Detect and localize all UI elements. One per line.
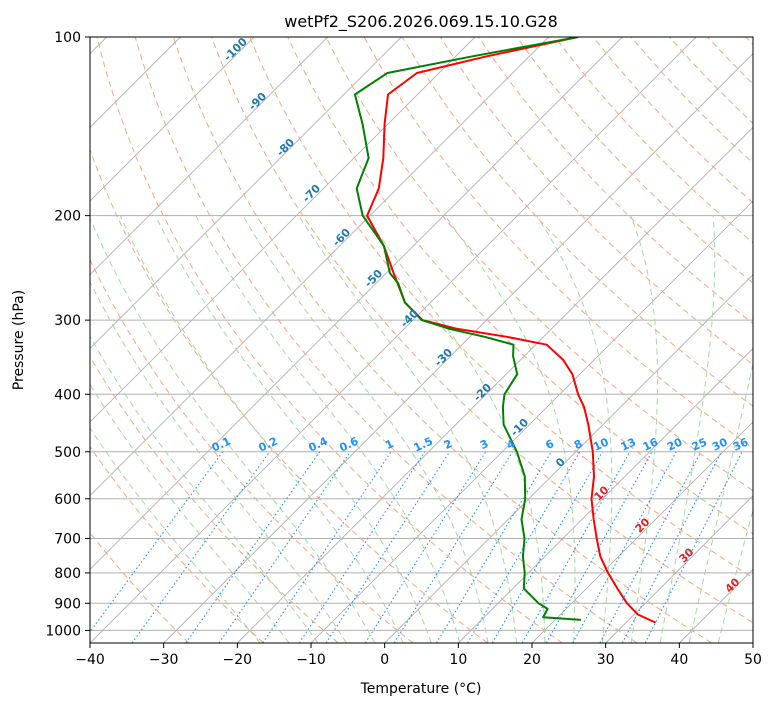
mixing-ratio-line — [82, 452, 223, 643]
dry-adiabat-label: -90 — [246, 90, 269, 113]
dry-adiabat-line — [135, 37, 637, 643]
chart-title: wetPf2_S206.2026.069.15.10.G28 — [284, 12, 558, 32]
x-tick-label: 20 — [523, 652, 541, 668]
y-tick-label: 1000 — [45, 623, 81, 639]
isotherm-line — [0, 37, 254, 643]
dry-adiabat-line — [21, 37, 413, 643]
mixing-ratio-line — [573, 452, 676, 643]
y-tick-label: 200 — [54, 209, 81, 225]
x-tick-label: 10 — [449, 652, 467, 668]
isotherm-line — [753, 37, 775, 643]
isotherm-line — [385, 37, 775, 643]
isotherm-line — [90, 37, 696, 643]
dry-adiabat-label: -30 — [432, 346, 455, 369]
mixing-ratio-label: 6 — [544, 437, 557, 452]
dry-adiabat-label: 40 — [723, 575, 743, 595]
dry-adiabat-label: 10 — [592, 483, 612, 503]
dry-adiabat-line — [97, 37, 562, 643]
y-axis-title: Pressure (hPa) — [11, 290, 27, 390]
mixing-ratio-label: 36 — [731, 435, 751, 453]
isotherm-line — [0, 37, 328, 643]
y-tick-label: 300 — [54, 313, 81, 329]
y-tick-label: 500 — [54, 445, 81, 461]
mixing-ratio-label: 20 — [665, 435, 685, 453]
mixing-ratio-line — [132, 452, 270, 643]
dry-adiabat-line — [746, 37, 775, 643]
dewpoint-line — [355, 37, 581, 620]
dry-adiabat-line — [0, 37, 264, 643]
x-tick-label: 40 — [670, 652, 688, 668]
profile-lines — [355, 37, 656, 623]
mixing-ratio-label: 3 — [478, 437, 490, 452]
x-tick-label: −20 — [223, 652, 253, 668]
moist-adiabat-line — [120, 216, 403, 643]
y-tick-label: 800 — [54, 566, 81, 582]
dry-adiabat-label: 20 — [633, 515, 653, 535]
isotherm-line — [458, 37, 775, 643]
mixing-ratio-label: 25 — [690, 435, 709, 453]
x-tick-label: 50 — [744, 652, 762, 668]
dry-adiabat-label: -60 — [330, 226, 353, 249]
x-axis: −40 −30 −20 −10 0 10 20 30 40 50 — [75, 643, 762, 668]
mixing-ratio-label: 13 — [619, 435, 638, 453]
dry-adiabat-label: -100 — [221, 35, 250, 64]
dry-adiabat-label: -40 — [398, 307, 421, 330]
isotherm-line — [16, 37, 622, 643]
dry-adiabat-line — [517, 37, 775, 643]
mixing-ratio-line — [219, 452, 350, 643]
skewt-chart: wetPf2_S206.2026.069.15.10.G28 0.1 0.2 0.4… — [0, 0, 775, 708]
mixing-ratio-line — [645, 452, 742, 643]
dry-adiabat-line — [0, 37, 189, 643]
y-tick-label: 700 — [54, 532, 81, 548]
mixing-ratio-label: 30 — [710, 435, 730, 453]
isotherm-line — [237, 37, 775, 643]
isotherm-line — [532, 37, 775, 643]
x-axis-title: Temperature (°C) — [360, 681, 482, 697]
mixing-ratio-label: 16 — [641, 435, 661, 453]
moist-adiabat-line — [196, 216, 460, 643]
y-axis: 100 200 300 400 500 600 700 800 900 1000 — [45, 30, 90, 639]
y-tick-label: 400 — [54, 387, 81, 403]
moist-adiabat-line — [11, 216, 289, 643]
y-tick-label: 100 — [54, 30, 81, 46]
x-tick-label: 30 — [597, 652, 615, 668]
moist-adiabat-line — [0, 216, 260, 643]
mixing-ratio-label: 10 — [591, 435, 611, 453]
dry-adiabat-line — [440, 37, 775, 643]
moist-adiabat-line — [718, 216, 775, 643]
background-lines — [0, 37, 775, 643]
temperature-line — [367, 37, 655, 623]
mixing-ratio-label: 2 — [442, 437, 454, 452]
dry-adiabat-label: -70 — [300, 182, 323, 205]
y-tick-label: 900 — [54, 596, 81, 612]
isotherm-line — [0, 37, 475, 643]
y-tick-label: 600 — [54, 492, 81, 508]
dry-adiabat-label: -20 — [471, 381, 494, 404]
moist-adiabat-line — [299, 216, 517, 643]
dry-adiabat-line — [59, 37, 488, 643]
mixing-ratio-line — [299, 452, 425, 643]
dry-adiabat-label: -10 — [508, 416, 531, 439]
moist-adiabat-line — [631, 216, 658, 643]
x-tick-label: −10 — [296, 652, 326, 668]
dry-adiabat-label: -50 — [362, 267, 385, 290]
dry-adiabat-label: -80 — [274, 136, 297, 159]
isotherm-line — [311, 37, 775, 643]
dry-adiabat-line — [0, 37, 338, 643]
mixing-ratio-line — [326, 452, 449, 643]
x-tick-label: 0 — [380, 652, 389, 668]
x-tick-label: −30 — [149, 652, 179, 668]
dry-adiabat-label: 30 — [677, 545, 697, 565]
mixing-ratio-line — [365, 452, 485, 643]
isotherm-line — [164, 37, 770, 643]
isotherm-line — [0, 37, 401, 643]
x-tick-label: −40 — [75, 652, 105, 668]
mixing-ratio-line — [263, 452, 391, 643]
